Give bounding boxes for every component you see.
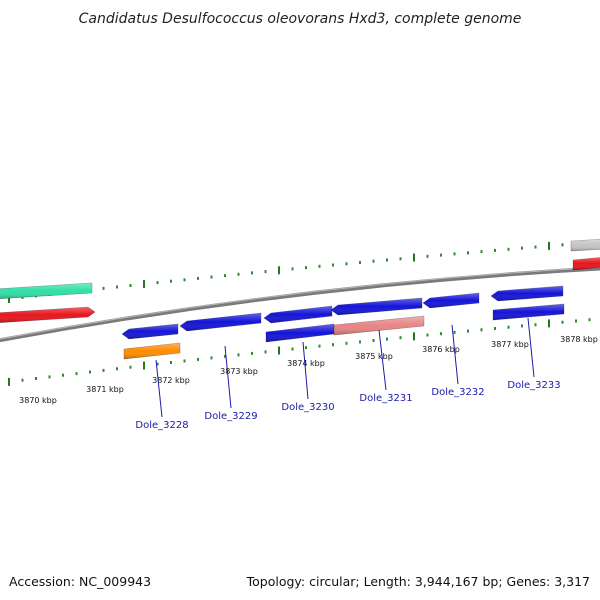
scale-label: 3874 kbp	[287, 359, 325, 368]
genome-backbone	[0, 266, 600, 343]
scale-label: 3876 kbp	[422, 345, 460, 354]
scale-label: 3870 kbp	[19, 396, 57, 405]
gene-feature-grey-shading	[571, 239, 600, 251]
gene-feature-dole-3230-b-shading	[266, 324, 334, 342]
gene-name-label[interactable]: Dole_3230	[281, 402, 334, 413]
accession-text: Accession: NC_009943	[9, 574, 151, 589]
scale-label: 3873 kbp	[220, 367, 258, 376]
scale-label: 3871 kbp	[86, 385, 124, 394]
gene-feature-dole-3228-shading	[122, 324, 178, 339]
gene-callout-line	[155, 359, 163, 418]
gene-feature-red-shading	[0, 307, 95, 323]
gene-feature-salmon-shading	[334, 316, 424, 335]
gene-name-label[interactable]: Dole_3233	[507, 380, 560, 391]
gene-feature-dole-3233-a-shading	[491, 286, 563, 301]
gene-feature-red-right-shading	[573, 257, 600, 270]
gene-feature-dole-3232-shading	[423, 293, 479, 308]
scale-label: 3872 kbp	[152, 376, 190, 385]
genome-backbone-highlight	[0, 266, 600, 340]
lower-tick-row	[8, 318, 591, 386]
gene-features	[0, 238, 600, 360]
gene-name-label[interactable]: Dole_3228	[135, 420, 188, 431]
gene-feature-dole-3229-shading	[180, 313, 261, 331]
gene-feature-dole-3231-shading	[331, 298, 422, 315]
gene-name-label[interactable]: Dole_3231	[359, 393, 412, 404]
gene-callout-line	[527, 317, 535, 378]
gene-callout-line	[224, 345, 232, 409]
gene-feature-orange-shading	[124, 343, 180, 359]
scale-label: 3877 kbp	[491, 340, 529, 349]
gene-feature-teal-shading	[0, 283, 92, 299]
genome-summary-text: Topology: circular; Length: 3,944,167 bp…	[246, 574, 590, 589]
gene-feature-dole-3233-b-shading	[493, 304, 564, 320]
gene-callout-line	[378, 329, 387, 391]
gene-callouts: Dole_3228 Dole_3229 Dole_3230 Dole_3231 Dole…	[135, 317, 561, 431]
gene-callout-line	[302, 341, 309, 400]
scale-label: 3878 kbp	[560, 335, 598, 344]
map-title: Candidatus Desulfococcus oleovorans Hxd3…	[79, 11, 522, 27]
gene-name-label[interactable]: Dole_3229	[204, 411, 257, 422]
gene-feature-dole-3230-a-shading	[264, 306, 332, 323]
scale-labels: 3870 kbp 3871 kbp 3872 kbp 3873 kbp 3874 kbp…	[19, 335, 598, 405]
gene-callout-line	[451, 324, 459, 385]
gene-name-label[interactable]: Dole_3232	[431, 387, 484, 398]
scale-label: 3875 kbp	[355, 352, 393, 361]
